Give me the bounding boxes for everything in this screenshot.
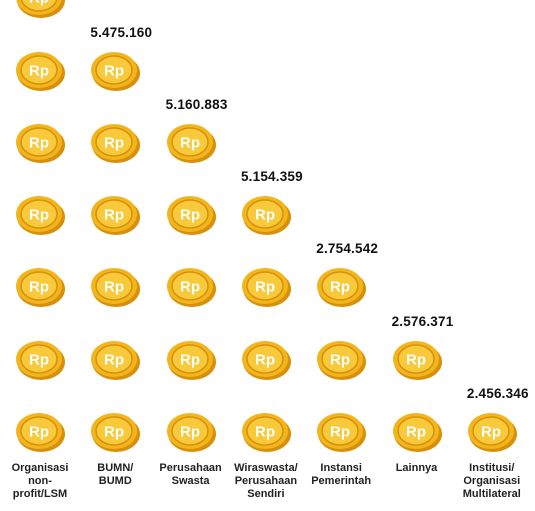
svg-text:Rp: Rp (180, 424, 200, 441)
svg-text:Rp: Rp (406, 351, 426, 368)
category-label: Organisasi non- profit/LSM (11, 462, 69, 500)
category-label: BUMN/ BUMD (97, 462, 134, 487)
svg-text:Rp: Rp (255, 424, 275, 441)
rupiah-coin-icon: Rp (89, 339, 141, 381)
data-label: 5.154.359 (240, 169, 303, 185)
svg-text:Rp: Rp (29, 134, 49, 151)
rupiah-coin-icon: Rp (14, 0, 66, 19)
svg-text:Rp: Rp (29, 207, 49, 224)
data-label: 2.576.371 (391, 313, 454, 329)
svg-text:Rp: Rp (330, 424, 350, 441)
rupiah-coin-icon: Rp (315, 339, 367, 381)
rupiah-coin-icon: Rp (240, 194, 292, 236)
rupiah-coin-icon: Rp (14, 122, 66, 164)
category-label: Institusi/ Organisasi Multilateral (462, 462, 521, 500)
rupiah-coin-icon: Rp (14, 50, 66, 92)
svg-text:Rp: Rp (180, 207, 200, 224)
rupiah-coin-icon: Rp (89, 194, 141, 236)
rupiah-coin-icon: Rp (466, 411, 518, 453)
rupiah-coin-icon: Rp (14, 266, 66, 308)
svg-text:Rp: Rp (330, 279, 350, 296)
category-label: Instansi Pemerintah (311, 462, 372, 487)
svg-text:Rp: Rp (104, 134, 124, 151)
rupiah-coin-icon: Rp (240, 411, 292, 453)
svg-text:Rp: Rp (180, 279, 200, 296)
svg-text:Rp: Rp (255, 279, 275, 296)
svg-text:Rp: Rp (29, 424, 49, 441)
rupiah-coin-icon: Rp (240, 339, 292, 381)
svg-text:Rp: Rp (180, 351, 200, 368)
rupiah-coin-icon: Rp (89, 411, 141, 453)
data-label: 5.475.160 (90, 24, 153, 40)
category-label: Lainnya (395, 462, 438, 474)
rupiah-coin-icon: Rp (89, 50, 141, 92)
rupiah-coin-icon: Rp (14, 339, 66, 381)
rupiah-coin-icon: Rp (165, 266, 217, 308)
svg-text:Rp: Rp (330, 351, 350, 368)
svg-text:Rp: Rp (29, 62, 49, 79)
svg-text:Rp: Rp (481, 424, 501, 441)
svg-text:Rp: Rp (180, 134, 200, 151)
data-label: 2.754.542 (316, 241, 379, 257)
svg-text:Rp: Rp (255, 207, 275, 224)
rupiah-coin-icon: Rp (14, 411, 66, 453)
rupiah-coin-icon: Rp (165, 411, 217, 453)
category-label: Wiraswasta/ Perusahaan Sendiri (234, 462, 298, 500)
rupiah-coin-icon: Rp (14, 194, 66, 236)
svg-text:Rp: Rp (104, 62, 124, 79)
category-label: Perusahaan Swasta (159, 462, 222, 487)
data-label: 2.456.346 (466, 386, 529, 401)
rupiah-coin-icon: Rp (89, 122, 141, 164)
rupiah-coin-icon: Rp (391, 411, 443, 453)
data-label: 5.160.883 (165, 96, 228, 112)
svg-text:Rp: Rp (406, 424, 426, 441)
rupiah-coin-icon: Rp (391, 339, 443, 381)
svg-text:Rp: Rp (104, 207, 124, 224)
svg-text:Rp: Rp (255, 351, 275, 368)
svg-text:Rp: Rp (104, 424, 124, 441)
rupiah-coin-icon: Rp (165, 122, 217, 164)
rupiah-coin-icon: Rp (315, 411, 367, 453)
rupiah-coin-icon: Rp (89, 266, 141, 308)
svg-text:Rp: Rp (29, 0, 49, 7)
svg-text:Rp: Rp (29, 279, 49, 296)
rupiah-coin-icon: Rp (165, 194, 217, 236)
rupiah-coin-icon: Rp (240, 266, 292, 308)
rupiah-coin-icon: Rp (165, 339, 217, 381)
svg-text:Rp: Rp (29, 351, 49, 368)
svg-text:Rp: Rp (104, 351, 124, 368)
rupiah-coin-icon: Rp (315, 266, 367, 308)
svg-text:Rp: Rp (104, 279, 124, 296)
